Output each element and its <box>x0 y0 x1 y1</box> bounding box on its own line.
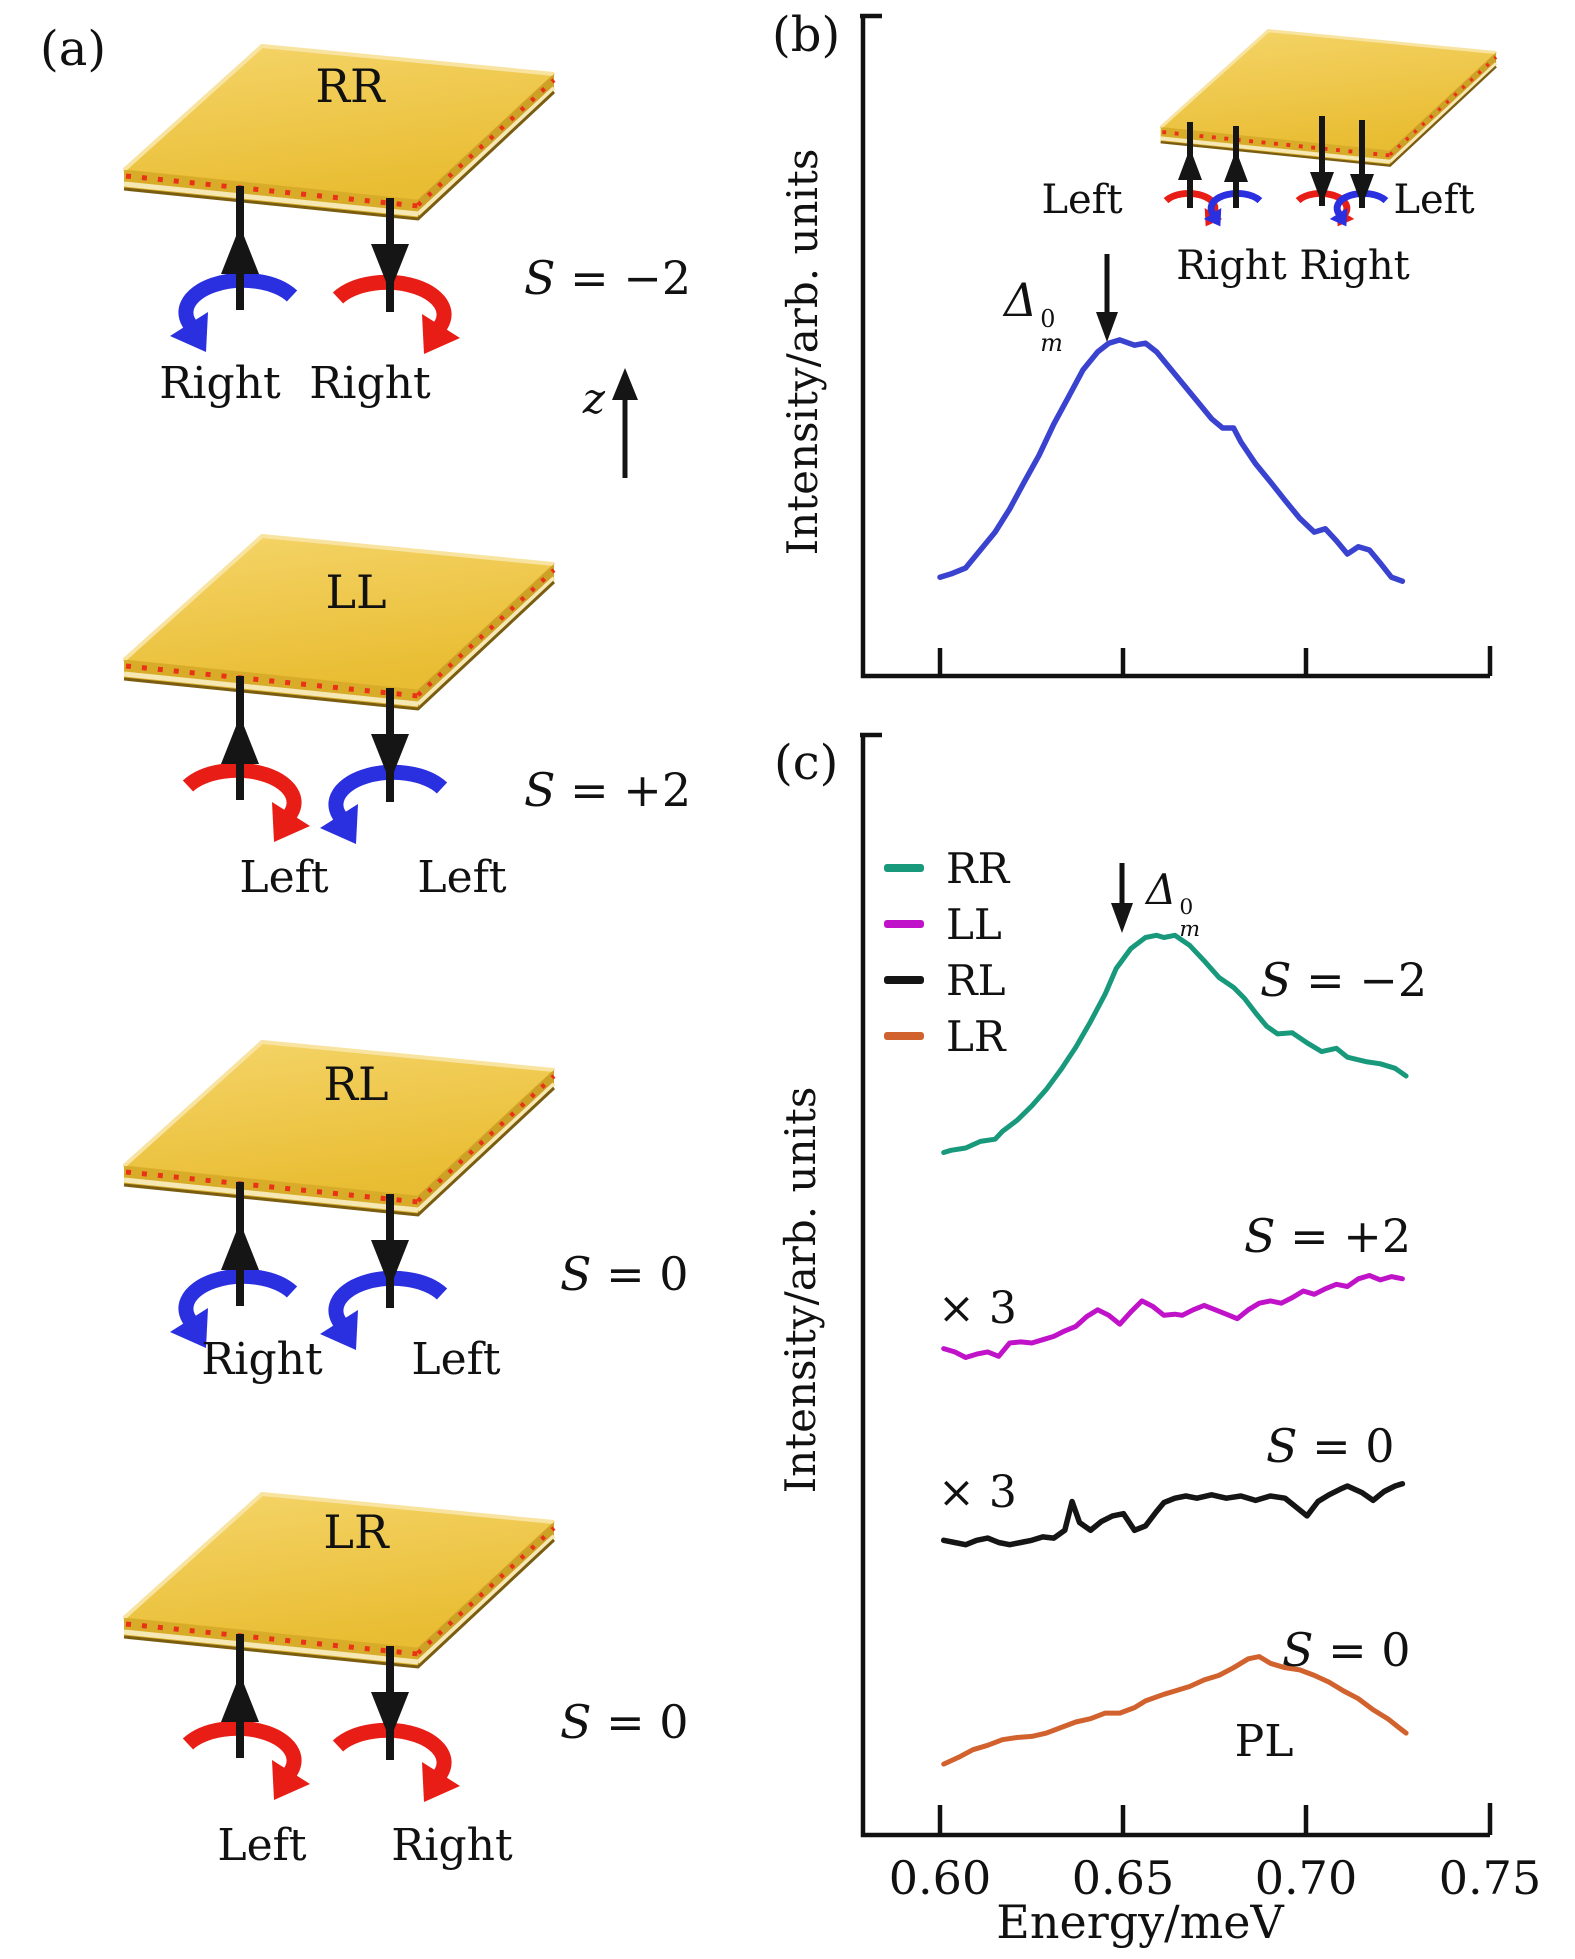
panel-b-label: (b) <box>772 7 841 63</box>
curve-label-s-zero-rl: S = 0 <box>1266 1419 1395 1473</box>
rotation-label: Left <box>417 851 507 903</box>
legend-item-lr: LR <box>884 1011 1006 1061</box>
left-circular-arrow-icon <box>170 280 292 352</box>
panel-b-axes <box>860 13 1493 679</box>
spin-label-ll: S = +2 <box>524 763 692 817</box>
legend-label-rr: RR <box>946 843 1010 893</box>
inset-left-label: Left <box>1041 177 1123 223</box>
config-graphic-ll <box>0 528 660 998</box>
down-arrow-head-icon <box>371 1692 409 1740</box>
panel-c-y-axis-label: Intensity/arb. units <box>775 1086 825 1494</box>
curve-lr <box>941 1654 1409 1767</box>
slab-title-rl: RL <box>323 1056 389 1111</box>
up-arrow-head-icon <box>221 226 259 274</box>
spin-label-rl: S = 0 <box>560 1247 689 1301</box>
panel-c-axes <box>860 732 1493 1838</box>
curve-label-s-minus2: S = −2 <box>1260 953 1428 1007</box>
slab-title-rr: RR <box>315 58 385 113</box>
rotation-label: Right <box>309 357 431 409</box>
legend-swatch-ll <box>884 920 924 928</box>
inset-up-arrow-head-icon <box>1178 148 1202 180</box>
legend-swatch-rl <box>884 976 924 984</box>
z-axis-arrow-head-icon <box>612 368 638 400</box>
panel-c-plot <box>860 732 1493 1838</box>
panel-b-y-axis-label: Intensity/arb. units <box>777 148 827 556</box>
spin-label-rr: S = −2 <box>524 251 692 305</box>
delta-arrow-c-head-icon <box>1111 903 1133 933</box>
x-axis-label: Energy/meV <box>996 1894 1284 1949</box>
config-graphic-rl <box>0 1034 660 1504</box>
slab-title-lr: LR <box>323 1504 389 1559</box>
curve-label-s-zero-lr: S = 0 <box>1282 1623 1411 1677</box>
down-arrow-head-icon <box>371 1240 409 1288</box>
legend-item-rr: RR <box>884 843 1010 893</box>
rotation-label: Left <box>217 1819 307 1871</box>
up-arrow-head-icon <box>221 1222 259 1270</box>
slab-title-ll: LL <box>325 564 387 619</box>
inset-down-arrow-head-icon <box>1310 172 1334 204</box>
rotation-label: Right <box>159 357 281 409</box>
panel-b-plot <box>860 13 1499 679</box>
legend-label-rl: RL <box>946 955 1006 1005</box>
x-tick-070: 0.70 <box>1254 1850 1358 1905</box>
panel-a-label: (a) <box>40 21 107 77</box>
down-arrow-head-icon <box>371 734 409 782</box>
config-graphic-rr <box>0 38 638 478</box>
legend-swatch-lr <box>884 1032 924 1040</box>
x-tick-075: 0.75 <box>1438 1850 1542 1905</box>
panel-c-label: (c) <box>774 735 839 791</box>
legend-item-ll: LL <box>884 899 1002 949</box>
legend-label-ll: LL <box>946 899 1002 949</box>
curve-rr <box>941 932 1409 1155</box>
legend-item-rl: RL <box>884 955 1006 1005</box>
inset-bottom-label: Right Right <box>1176 243 1410 289</box>
curve-panel-b <box>937 337 1406 584</box>
left-circular-arrow-icon <box>188 1728 310 1800</box>
rotation-label: Right <box>391 1819 513 1871</box>
down-arrow-head-icon <box>371 244 409 292</box>
inset-blue-curl-icon <box>1330 193 1386 226</box>
right-circular-arrow-icon <box>338 282 460 354</box>
up-arrow-head-icon <box>221 716 259 764</box>
right-circular-arrow-icon <box>320 772 442 844</box>
inset-right-label: Left <box>1393 177 1475 223</box>
curve-ll <box>941 1273 1405 1360</box>
inset-down-arrow-head-icon <box>1350 174 1374 206</box>
multiplier-label-ll: × 3 <box>938 1283 1017 1334</box>
multiplier-label-rl: × 3 <box>938 1467 1017 1518</box>
rotation-label: Right <box>201 1333 323 1385</box>
up-arrow-head-icon <box>221 1674 259 1722</box>
spin-label-lr: S = 0 <box>560 1695 689 1749</box>
inset-blue-curl-icon <box>1204 193 1260 226</box>
gold-slab <box>124 536 554 709</box>
inset-gold-slab <box>1158 28 1499 168</box>
curve-rl <box>940 1481 1406 1548</box>
rotation-label: Left <box>411 1333 501 1385</box>
x-tick-065: 0.65 <box>1071 1850 1175 1905</box>
z-axis-label: z <box>582 373 606 423</box>
x-tick-060: 0.60 <box>888 1850 992 1905</box>
inset-up-arrow-head-icon <box>1224 150 1248 182</box>
curve-label-s-plus2: S = +2 <box>1244 1209 1412 1263</box>
left-circular-arrow-icon <box>188 770 310 842</box>
delta-arrow-b-head-icon <box>1096 312 1118 342</box>
right-circular-arrow-icon <box>338 1730 460 1802</box>
rotation-label: Left <box>239 851 329 903</box>
legend-label-lr: LR <box>946 1011 1006 1061</box>
config-graphic-lr <box>0 1486 660 1956</box>
legend-swatch-rr <box>884 864 924 872</box>
pl-label: PL <box>1234 1715 1294 1767</box>
